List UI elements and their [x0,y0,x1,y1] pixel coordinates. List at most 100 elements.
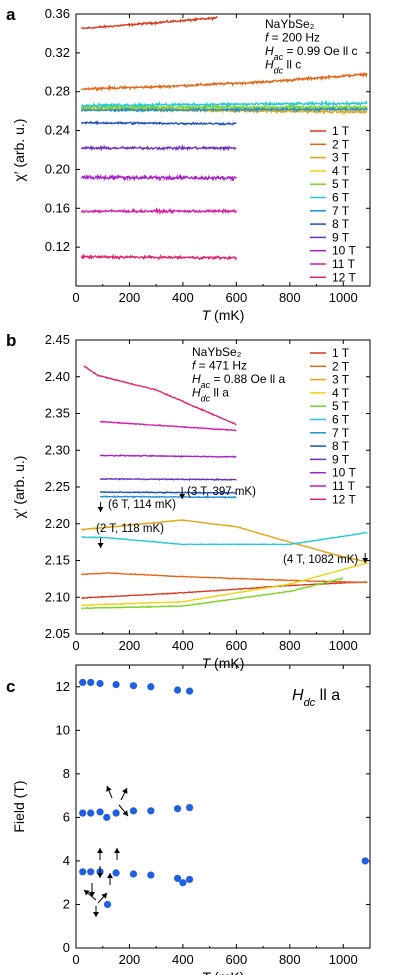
data-point [129,870,138,878]
legend-label: 8 T [332,217,350,231]
y-tick-label: 0.32 [45,45,70,60]
x-tick-label: 200 [119,290,141,305]
data-point [173,874,182,882]
data-point [173,686,182,694]
info-line: NaYbSe₂ [265,17,315,31]
info-line: Hac = 0.99 Oe ll c [265,44,358,62]
data-point [103,900,112,909]
arrow-head [97,507,104,512]
y-axis-label: χ′ (arb. u.) [11,119,27,182]
data-point [185,875,194,884]
arrow-head [93,912,99,917]
legend-label: 4 T [332,164,350,178]
x-tick-label: 800 [279,290,301,305]
arrow-head [101,893,107,899]
legend-label: 12 T [332,492,356,506]
legend-label: 1 T [332,346,350,360]
annotation-label: (6 T, 114 mK) [108,499,176,511]
series-line-12t [83,365,237,426]
data-point [79,678,87,687]
arrow-head [84,890,90,896]
panel-letter-c: c [6,677,15,696]
annotation-label: (3 T, 397 mK) [187,486,256,498]
x-tick-label: 1000 [329,952,358,967]
data-point [179,879,187,887]
data-point [112,809,120,817]
data-point [185,803,194,812]
info-line: NaYbSe₂ [192,345,242,359]
series-line-2t [81,572,368,584]
panel-b: 0 200 400 600 800 1000 2.05 2.10 2.15 2.20 2.25 2.3… [11,332,371,671]
y-tick-label: 2.20 [45,516,70,531]
legend-label: 4 T [332,386,350,400]
arrow-head [89,892,95,897]
y-tick-label: 2.05 [45,626,70,641]
data-point [147,871,155,879]
data-point [129,682,138,690]
data-point [103,813,111,821]
x-tick-label: 1000 [329,638,358,653]
legend-label: 11 T [332,479,356,493]
x-tick-label: 400 [172,952,194,967]
y-tick-label: 2.40 [45,369,70,384]
legend-label: 12 T [332,270,356,284]
x-tick-label: 0 [72,638,79,653]
data-point [87,809,95,817]
plot-frame [75,664,371,949]
arrow-head [179,494,186,499]
data-point [96,679,104,688]
y-axis-label: Field (T) [11,780,27,832]
panel-c: 0 200 400 600 800 1000 0 2 4 6 8 10 12 T (mK) Field (T… [11,664,371,975]
legend-label: 3 T [332,373,350,387]
x-axis-label: T (mK) [202,307,245,323]
panel-a: 0 200 400 600 800 1000 0.12 0.16 0.20 0.24 0.28 0.3… [11,6,371,323]
x-tick-label: 600 [226,290,248,305]
legend-label: 6 T [332,191,350,205]
series-line-7t [100,494,237,499]
data-point [361,857,369,865]
y-tick-label: 2.45 [45,332,70,347]
series-line-3t [80,518,368,563]
y-tick-label: 0 [63,940,70,955]
series-line-1t [81,581,368,600]
arrow-head [122,810,128,816]
legend-b: 1 T2 T3 T4 T5 T6 T7 T8 T9 T10 T11 T12 T [310,346,356,506]
arrow-head [107,873,113,878]
data-point [112,869,120,877]
data-point [79,809,87,817]
x-tick-label: 200 [119,638,141,653]
annotation-label: (4 T, 1082 mK) [283,554,358,566]
legend-label: 3 T [332,151,350,165]
y-tick-label: 12 [56,679,70,694]
x-tick-label: 1000 [329,290,358,305]
arrow-head [122,788,128,794]
arrow-head [106,786,112,792]
legend-a: 1 T2 T3 T4 T5 T6 T7 T8 T9 T10 T11 T12 T [310,124,356,284]
data-point [185,687,194,695]
legend-label: 7 T [332,204,350,218]
y-tick-label: 2.35 [45,406,70,421]
panel-letter-a: a [6,5,16,24]
y-axis-label: χ′ (arb. u.) [11,456,27,519]
series-line-5t [81,577,344,610]
x-tick-label: 800 [279,638,301,653]
data-point [79,868,87,876]
legend-label: 9 T [332,452,350,466]
x-axis-label: T (mK) [202,969,245,975]
y-tick-label: 6 [63,809,70,824]
legend-label: 7 T [332,426,350,440]
legend-label: 10 T [332,466,356,480]
series-line-7t [80,106,368,114]
data-point [129,807,138,815]
info-line: f = 200 Hz [265,31,320,45]
legend-label: 2 T [332,137,350,151]
series-line-9t [99,477,237,482]
y-tick-label: 0.16 [45,200,70,215]
x-tick-label: 600 [226,638,248,653]
y-tick-label: 0.24 [45,123,70,138]
y-tick-label: 2.30 [45,442,70,457]
y-tick-label: 10 [56,722,70,737]
series-line-2t [80,71,368,92]
series-line-12t [80,252,238,261]
